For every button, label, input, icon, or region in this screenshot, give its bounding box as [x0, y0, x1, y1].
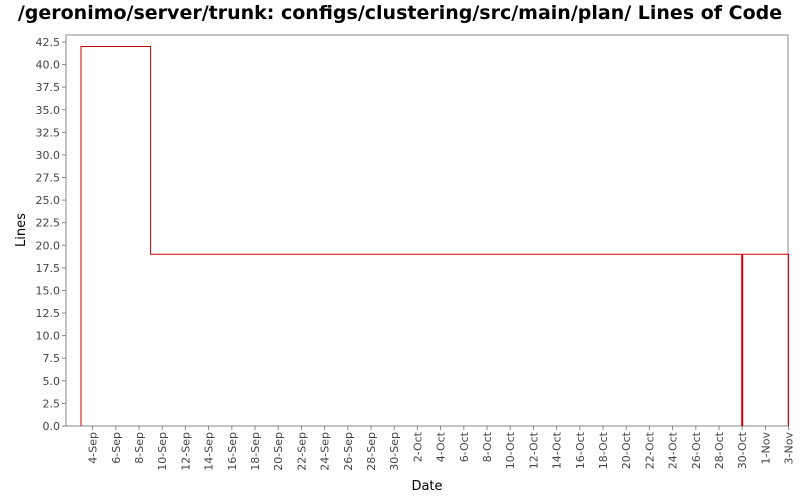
y-tick-label: 40.0	[36, 59, 61, 72]
x-tick-label: 16-Sep	[226, 432, 239, 471]
x-tick-label: 26-Oct	[690, 431, 703, 469]
y-axis: 0.0 2.5 5.0 7.5 10.0 12.5 15.0 17.5 20.0 22.5 25.0…	[36, 36, 66, 433]
x-tick-label: 4-Sep	[87, 432, 100, 464]
y-tick-label: 12.5	[36, 307, 61, 320]
y-tick-label: 25.0	[36, 194, 61, 207]
x-tick-label: 14-Sep	[203, 432, 216, 471]
x-tick-label: 20-Oct	[620, 431, 633, 469]
y-tick-label: 20.0	[36, 239, 61, 252]
x-tick-label: 18-Oct	[597, 431, 610, 469]
x-tick-label: 8-Oct	[481, 431, 494, 462]
x-axis: 4-Sep 6-Sep 8-Sep 10-Sep 12-Sep 14-Sep 16-Sep 1…	[87, 426, 796, 471]
y-tick-label: 0.0	[43, 420, 61, 433]
x-tick-label: 1-Nov	[759, 432, 772, 465]
y-tick-label: 7.5	[43, 352, 61, 365]
y-tick-label: 17.5	[36, 262, 61, 275]
y-tick-label: 27.5	[36, 172, 61, 185]
x-tick-label: 24-Oct	[667, 431, 680, 469]
x-tick-label: 26-Sep	[342, 432, 355, 471]
x-tick-label: 14-Oct	[551, 431, 564, 469]
y-tick-label: 15.0	[36, 284, 61, 297]
x-tick-label: 28-Sep	[365, 432, 378, 471]
y-tick-label: 22.5	[36, 217, 61, 230]
x-tick-label: 12-Sep	[179, 432, 192, 471]
plot-area	[65, 34, 789, 427]
y-tick-label: 37.5	[36, 81, 61, 94]
x-tick-label: 18-Sep	[249, 432, 262, 471]
x-axis-label: Date	[411, 479, 442, 494]
series-layer	[80, 46, 790, 427]
x-tick-label: 16-Oct	[574, 431, 587, 469]
y-tick-label: 2.5	[43, 397, 61, 410]
x-tick-label: 22-Sep	[295, 432, 308, 471]
x-tick-label: 24-Sep	[319, 432, 332, 471]
y-tick-label: 5.0	[43, 375, 61, 388]
x-tick-label: 22-Oct	[643, 431, 656, 469]
y-tick-label: 42.5	[36, 36, 61, 49]
x-tick-label: 10-Oct	[504, 431, 517, 469]
x-tick-label: 20-Sep	[272, 432, 285, 471]
x-tick-label: 8-Sep	[133, 432, 146, 464]
y-tick-label: 32.5	[36, 126, 61, 139]
y-tick-label: 10.0	[36, 330, 61, 343]
chart-title: /geronimo/server/trunk: configs/clusteri…	[17, 2, 783, 24]
x-tick-label: 6-Oct	[458, 431, 471, 462]
x-tick-label: 10-Sep	[156, 432, 169, 471]
x-tick-label: 12-Oct	[527, 431, 540, 469]
y-axis-label: Lines	[14, 213, 29, 247]
x-tick-label: 30-Oct	[736, 431, 749, 469]
series-line	[80, 46, 790, 426]
x-tick-label: 2-Oct	[411, 431, 424, 462]
x-tick-label: 3-Nov	[783, 432, 796, 465]
x-tick-label: 30-Sep	[388, 432, 401, 471]
y-tick-label: 35.0	[36, 104, 61, 117]
y-tick-label: 30.0	[36, 149, 61, 162]
x-tick-label: 28-Oct	[713, 431, 726, 469]
x-tick-label: 4-Oct	[435, 431, 448, 462]
x-tick-label: 6-Sep	[110, 432, 123, 464]
